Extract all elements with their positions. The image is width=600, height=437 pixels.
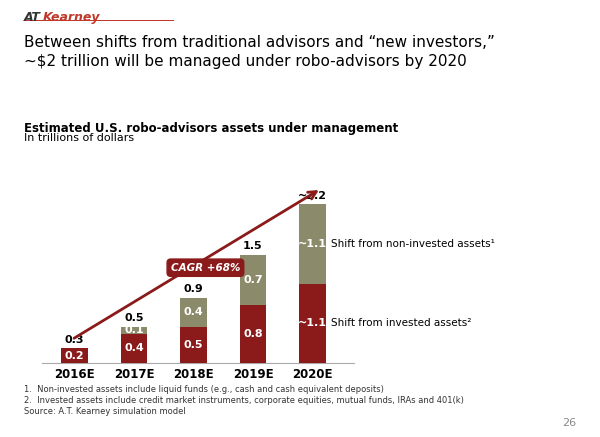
Bar: [61, 348, 88, 363]
Text: 0.9: 0.9: [184, 284, 203, 295]
Bar: [299, 205, 326, 284]
Bar: [239, 305, 266, 363]
Text: 0.7: 0.7: [243, 275, 263, 285]
Text: 0.4: 0.4: [124, 343, 144, 354]
Text: AT: AT: [24, 11, 41, 24]
Text: Between shifts from traditional advisors and “new investors,”
~$2 trillion will : Between shifts from traditional advisors…: [24, 35, 495, 69]
Text: CAGR +68%: CAGR +68%: [171, 263, 240, 273]
Text: 0.5: 0.5: [124, 313, 144, 323]
Text: ~1.1: ~1.1: [298, 239, 327, 249]
Text: 0.1: 0.1: [124, 325, 144, 335]
Text: 0.2: 0.2: [65, 350, 85, 361]
Text: 0.5: 0.5: [184, 340, 203, 350]
Text: In trillions of dollars: In trillions of dollars: [24, 133, 134, 143]
Text: Shift from invested assets²: Shift from invested assets²: [331, 318, 471, 328]
Text: ~2.2: ~2.2: [298, 191, 327, 201]
Text: 1.5: 1.5: [243, 241, 263, 251]
Text: Estimated U.S. robo-advisors assets under management: Estimated U.S. robo-advisors assets unde…: [24, 122, 398, 135]
Bar: [121, 334, 148, 363]
Text: 0.8: 0.8: [243, 329, 263, 339]
Text: ~1.1: ~1.1: [298, 318, 327, 328]
Bar: [299, 284, 326, 363]
Text: Kearney: Kearney: [43, 11, 101, 24]
Text: 2.  Invested assets include credit market instruments, corporate equities, mutua: 2. Invested assets include credit market…: [24, 396, 464, 406]
Bar: [239, 255, 266, 305]
Text: 0.3: 0.3: [65, 335, 85, 345]
Text: 0.4: 0.4: [184, 307, 203, 317]
Text: 26: 26: [562, 418, 576, 428]
Bar: [180, 327, 207, 363]
Bar: [121, 327, 148, 334]
Bar: [180, 298, 207, 327]
Text: Source: A.T. Kearney simulation model: Source: A.T. Kearney simulation model: [24, 407, 186, 416]
Text: Shift from non-invested assets¹: Shift from non-invested assets¹: [331, 239, 494, 249]
Text: 1.  Non-invested assets include liquid funds (e.g., cash and cash equivalent dep: 1. Non-invested assets include liquid fu…: [24, 385, 384, 395]
